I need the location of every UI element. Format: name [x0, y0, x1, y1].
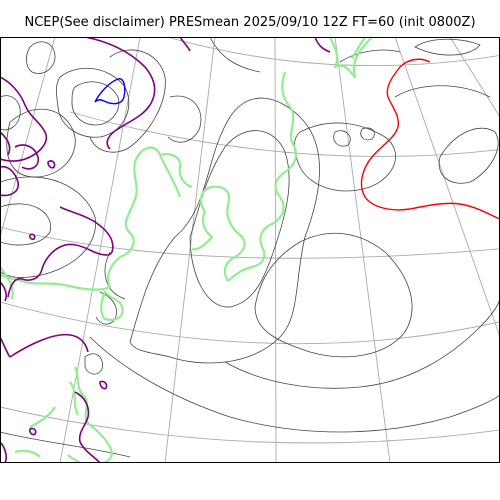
bold-contour [29, 233, 36, 241]
isobar [6, 108, 76, 178]
coastline-philippines-north [73, 366, 113, 463]
latitude-line [0, 226, 500, 259]
isobar [189, 130, 290, 308]
isobar [254, 232, 413, 358]
isobar [0, 95, 21, 131]
bold-contour [84, 37, 156, 150]
longitude-line [274, 37, 277, 463]
high-pressure-contour [360, 58, 500, 220]
latitude-line [0, 301, 500, 345]
map-panel [0, 37, 500, 463]
bold-contour [314, 37, 331, 53]
coastline-island [14, 449, 41, 458]
figure-title: NCEP(See disclaimer) PRESmean 2025/09/10… [24, 15, 476, 30]
bold-contour [29, 427, 37, 436]
coastline-sakhalin [329, 37, 373, 79]
isobar [438, 127, 499, 184]
longitude-line [449, 37, 500, 118]
latitude-line [69, 111, 500, 157]
bold-contour [0, 131, 11, 156]
coastline-korea [119, 146, 182, 259]
bold-contour [14, 144, 40, 170]
coastline-island [29, 406, 56, 428]
isobar [209, 37, 261, 73]
bold-contour [7, 206, 114, 298]
graticule-longitudes [0, 37, 500, 463]
isobar [129, 97, 320, 364]
coastline-china-east [0, 256, 121, 291]
isobar [167, 95, 202, 143]
high-isobar [360, 58, 500, 220]
coastline-west [0, 266, 14, 300]
low-pressure-contour [94, 78, 126, 105]
bold-contour [179, 37, 191, 52]
longitude-line [0, 37, 56, 238]
isobar [71, 81, 120, 126]
isobar [89, 336, 500, 433]
isobar [0, 176, 96, 278]
graticule-latitudes [0, 37, 500, 444]
bold-contour [0, 336, 11, 358]
low-isobar [94, 78, 126, 105]
isobar [84, 353, 103, 375]
isobar [0, 431, 131, 458]
coastline-japan-main [227, 71, 298, 282]
coastline-taiwan [100, 290, 124, 321]
bold-contour [99, 380, 108, 390]
latitude-line [165, 37, 500, 67]
isobar [360, 127, 375, 141]
isobar [224, 296, 500, 389]
coastline-kuril [350, 37, 366, 60]
latitude-line [0, 406, 500, 444]
isobar [26, 41, 56, 74]
longitude-line [334, 37, 391, 463]
bold-contour [47, 160, 56, 169]
isobar [55, 68, 130, 138]
isobar [394, 85, 491, 98]
isobars [0, 37, 500, 458]
isobar [414, 38, 481, 56]
bold-contour [74, 391, 101, 463]
longitude-line [164, 37, 216, 463]
coastline-china-north [159, 153, 193, 189]
isobar [293, 122, 396, 192]
coastline-japan-south [191, 211, 214, 251]
longitude-line [394, 37, 500, 338]
bold-contour [0, 281, 7, 302]
bold-contour [0, 76, 48, 162]
isobar [333, 130, 351, 147]
isobar [0, 203, 52, 246]
bold-contour [0, 441, 7, 463]
coastlines [0, 37, 373, 463]
isobar [339, 49, 401, 63]
coastline-philippines-luzon [69, 381, 79, 416]
bold-contour [9, 333, 89, 358]
coastline-japan-west [199, 185, 246, 282]
isobar [89, 49, 166, 153]
map-svg [0, 37, 500, 463]
isobar [104, 251, 126, 300]
bold-contours [0, 37, 331, 463]
coastline-island [67, 454, 81, 463]
bold-contour [0, 165, 20, 197]
